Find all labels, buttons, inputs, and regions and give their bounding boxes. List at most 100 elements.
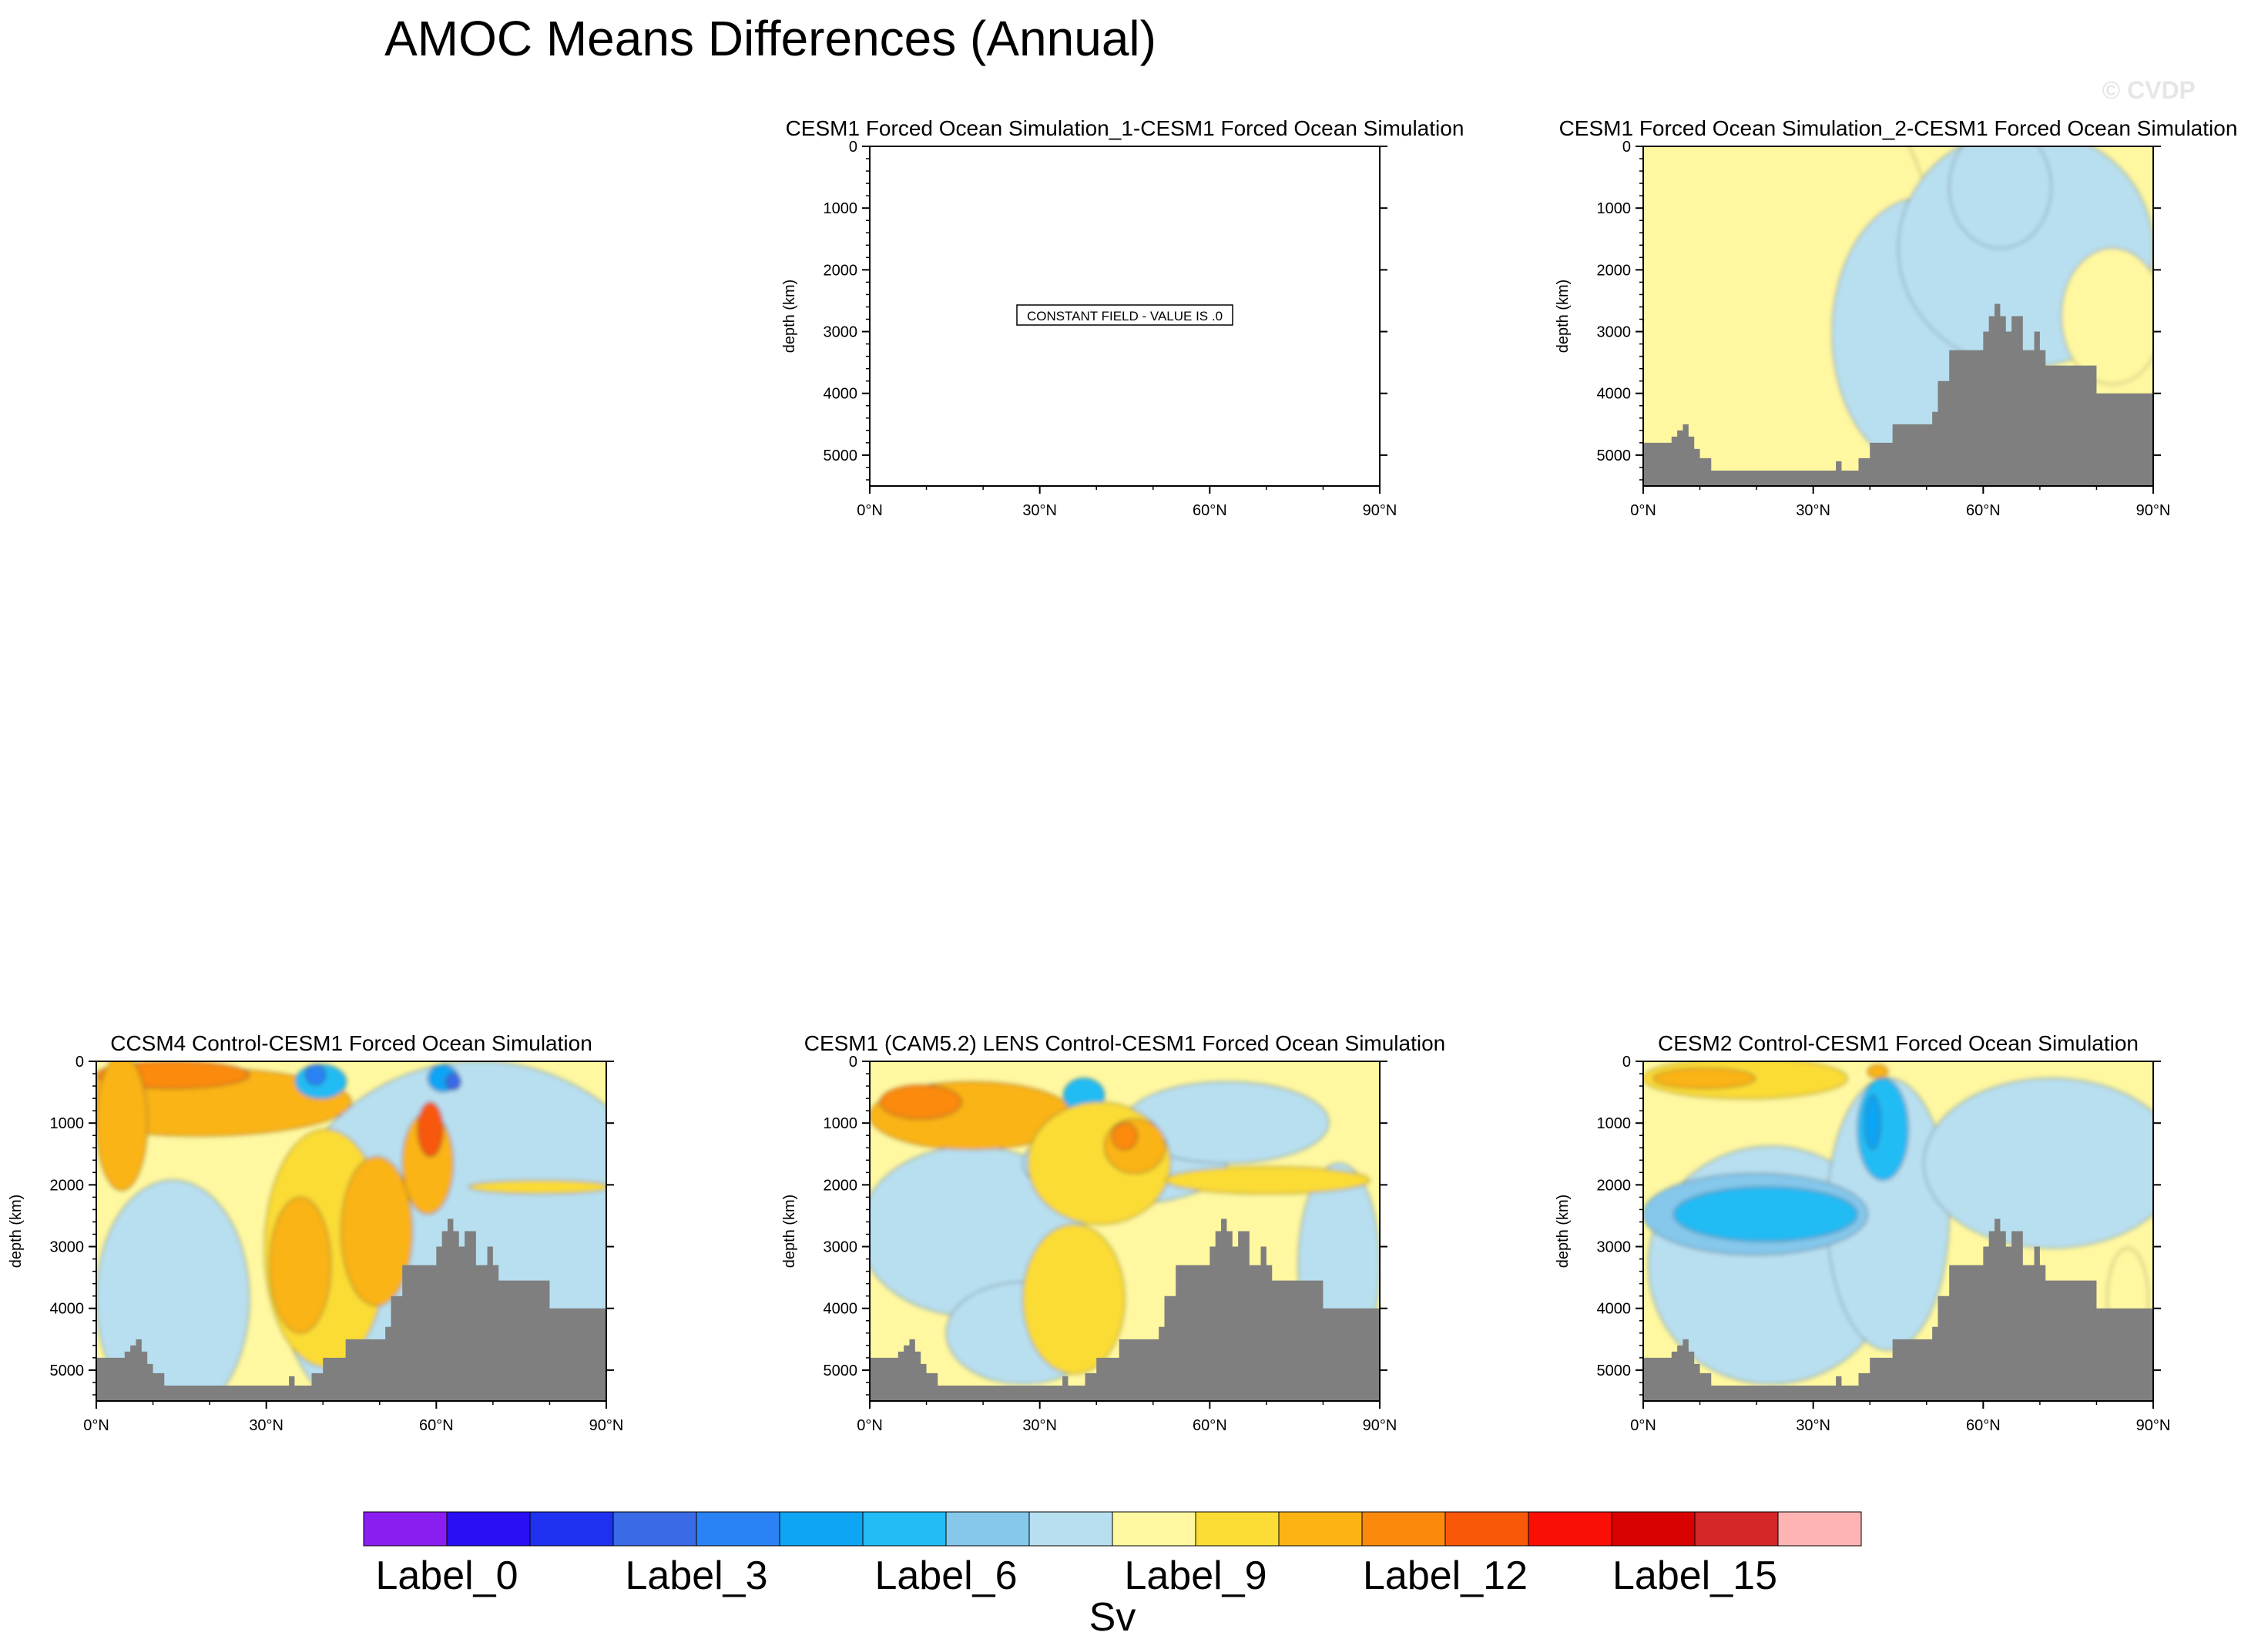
contour-region (1923, 1078, 2153, 1249)
colorbar-box (1444, 1511, 1529, 1547)
colorbar-box (779, 1511, 864, 1547)
y-tick-label: 3000 (824, 324, 858, 341)
bathymetry-land (1643, 1218, 2153, 1401)
y-tick-label: 0 (1622, 1054, 1631, 1071)
bathymetry-land (870, 1218, 1380, 1401)
y-tick-label: 2000 (50, 1177, 85, 1194)
bathymetry-land (1643, 303, 2153, 486)
colorbar-box (1195, 1511, 1280, 1547)
plot-frame (1642, 146, 2154, 487)
colorbar-box (1611, 1511, 1696, 1547)
y-tick-label: 0 (1622, 139, 1631, 156)
y-tick-label: 5000 (1597, 1362, 1632, 1379)
contour-region (417, 1101, 444, 1157)
plot-frame (869, 146, 1381, 487)
y-axis-label: depth (km) (781, 280, 798, 354)
y-tick-label: 0 (75, 1054, 84, 1071)
contour-region (1867, 1064, 1889, 1079)
x-tick-label: 60°N (1193, 502, 1227, 519)
x-tick-label: 90°N (1363, 1417, 1397, 1434)
plot-frame (869, 1061, 1381, 1402)
x-tick-label: 0°N (857, 1417, 883, 1434)
colorbar-box (1028, 1511, 1113, 1547)
contour-region (269, 1196, 332, 1334)
panel-field (1643, 1061, 2153, 1401)
colorbar-label: Label_6 (874, 1553, 1017, 1598)
y-tick-label: 4000 (50, 1301, 85, 1318)
x-tick-label: 0°N (1630, 502, 1656, 519)
x-tick-label: 90°N (1363, 502, 1397, 519)
contour-fills (870, 1078, 1380, 1385)
y-tick-label: 0 (849, 1054, 857, 1071)
y-tick-label: 2000 (824, 262, 858, 279)
y-tick-label: 3000 (1597, 324, 1632, 341)
y-tick-label: 5000 (50, 1362, 85, 1379)
colorbar-box (696, 1511, 780, 1547)
panel-field (1643, 146, 2153, 486)
x-tick-label: 30°N (1796, 1417, 1830, 1434)
panel-p2: CESM1 Forced Ocean Simulation_2-CESM1 Fo… (1555, 116, 2238, 519)
y-axis-label: depth (km) (1555, 280, 1572, 354)
y-tick-label: 5000 (824, 1362, 858, 1379)
panel-title: CESM1 Forced Ocean Simulation_1-CESM1 Fo… (786, 116, 1464, 140)
colorbar-label: Label_0 (375, 1553, 518, 1598)
x-tick-label: 30°N (1022, 1417, 1057, 1434)
x-tick-label: 60°N (1193, 1417, 1227, 1434)
colorbar-box (529, 1511, 614, 1547)
bathymetry-land (96, 1218, 606, 1401)
panel-title: CESM1 Forced Ocean Simulation_2-CESM1 Fo… (1559, 116, 2238, 140)
y-axis-label: depth (km) (781, 1195, 798, 1269)
colorbar-label: Label_15 (1612, 1553, 1777, 1598)
panel-p4: CESM1 (CAM5.2) LENS Control-CESM1 Forced… (781, 1031, 1445, 1434)
y-tick-label: 1000 (1597, 200, 1632, 217)
colorbar-label: Label_3 (625, 1553, 767, 1598)
y-tick-label: 4000 (1597, 1301, 1632, 1318)
panel-title: CCSM4 Control-CESM1 Forced Ocean Simulat… (110, 1031, 592, 1055)
colorbar-box (1112, 1511, 1196, 1547)
colorbar: Label_0 Label_3 Label_6 Label_9 Label_12 Labe… (363, 1511, 1862, 1598)
x-tick-label: 90°N (589, 1417, 624, 1434)
x-tick-label: 30°N (1796, 502, 1830, 519)
contour-region (1652, 1067, 1756, 1089)
y-tick-label: 4000 (824, 1301, 858, 1318)
contour-fills (1643, 146, 2153, 486)
x-tick-label: 60°N (419, 1417, 454, 1434)
colorbar-label: Label_9 (1124, 1553, 1267, 1598)
contour-region (468, 1179, 606, 1195)
colorbar-box (1528, 1511, 1612, 1547)
colorbar-box (862, 1511, 947, 1547)
panels: CESM1 Forced Ocean Simulation_1-CESM1 Fo… (8, 116, 2238, 1434)
y-tick-label: 2000 (1597, 1177, 1632, 1194)
contour-fills (96, 1061, 606, 1401)
x-tick-label: 30°N (249, 1417, 284, 1434)
x-tick-label: 90°N (2136, 1417, 2171, 1434)
contour-region (341, 1155, 413, 1307)
y-tick-label: 5000 (824, 447, 858, 464)
y-tick-label: 1000 (824, 1115, 858, 1132)
panel-title: CESM2 Control-CESM1 Forced Ocean Simulat… (1658, 1031, 2139, 1055)
y-tick-label: 1000 (1597, 1115, 1632, 1132)
contour-region (96, 1061, 148, 1192)
colorbar-box (612, 1511, 697, 1547)
constant-field-note: CONSTANT FIELD - VALUE IS .0 (1027, 309, 1223, 323)
colorbar-box (945, 1511, 1030, 1547)
y-tick-label: 2000 (824, 1177, 858, 1194)
colorbar-box (446, 1511, 531, 1547)
x-tick-label: 90°N (2136, 502, 2171, 519)
contour-region (304, 1064, 327, 1086)
x-tick-label: 30°N (1022, 502, 1057, 519)
y-tick-label: 1000 (50, 1115, 85, 1132)
x-tick-label: 60°N (1966, 502, 2001, 519)
contour-region (445, 1072, 461, 1091)
panel-field (870, 1061, 1380, 1401)
y-tick-label: 2000 (1597, 262, 1632, 279)
y-tick-label: 3000 (50, 1239, 85, 1256)
contour-fills (1643, 1061, 2153, 1385)
y-tick-label: 3000 (824, 1239, 858, 1256)
plot-frame (1642, 1061, 2154, 1402)
colorbar-box (1777, 1511, 1862, 1547)
x-tick-label: 0°N (83, 1417, 109, 1434)
colorbar-box (1694, 1511, 1779, 1547)
colorbar-box (1278, 1511, 1363, 1547)
